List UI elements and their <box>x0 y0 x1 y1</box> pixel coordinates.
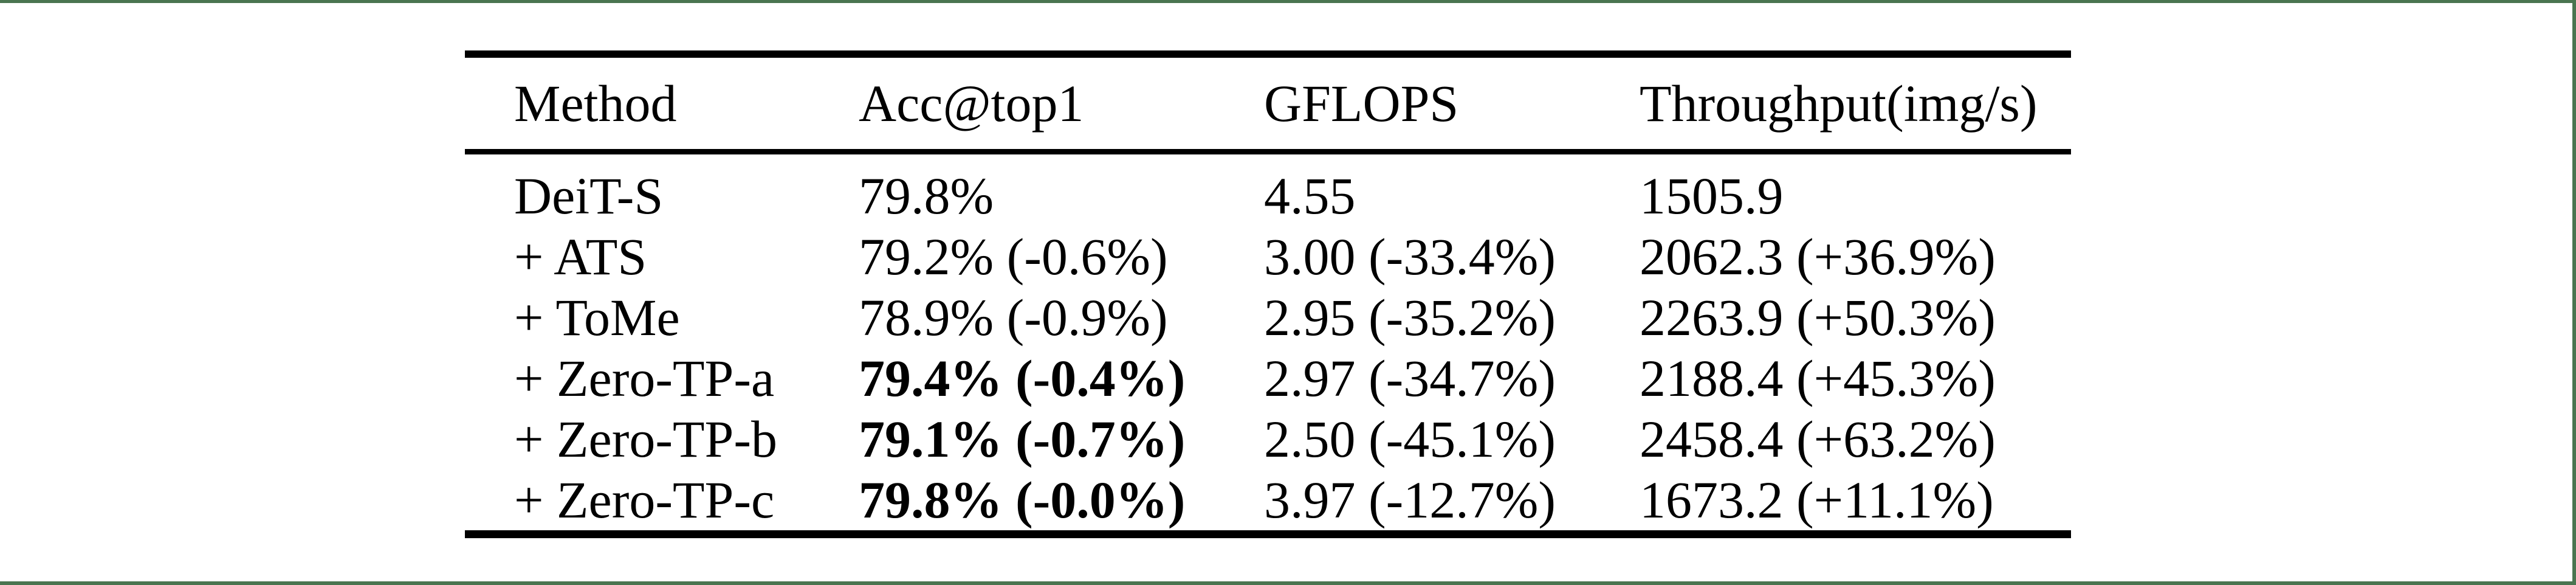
cell-acc: 79.8% <box>859 167 994 225</box>
cell-throughput: 2188.4 (+45.3%) <box>1640 349 1996 407</box>
table-top-rule <box>465 50 2071 58</box>
cell-acc: 78.9% (-0.9%) <box>859 288 1168 347</box>
cell-throughput: 2062.3 (+36.9%) <box>1640 227 1996 286</box>
table-body: DeiT-S 79.8% 4.55 1505.9 + ATS 79.2% (-0… <box>465 154 2071 530</box>
cell-acc: 79.1% (-0.7%) <box>859 410 1186 468</box>
table-header-separator-rule <box>465 149 2071 154</box>
column-header-gflops: GFLOPS <box>1264 74 1459 133</box>
table-row: + Zero-TP-a 79.4% (-0.4%) 2.97 (-34.7%) … <box>465 348 2071 409</box>
table-row: + ATS 79.2% (-0.6%) 3.00 (-33.4%) 2062.3… <box>465 226 2071 287</box>
cell-acc: 79.4% (-0.4%) <box>859 349 1186 407</box>
cell-gflops: 2.97 (-34.7%) <box>1264 349 1556 407</box>
cell-gflops: 3.00 (-33.4%) <box>1264 227 1556 286</box>
table-row: + Zero-TP-b 79.1% (-0.7%) 2.50 (-45.1%) … <box>465 409 2071 469</box>
cell-acc: 79.2% (-0.6%) <box>859 227 1168 286</box>
cell-acc: 79.8% (-0.0%) <box>859 471 1186 529</box>
cell-throughput: 1673.2 (+11.1%) <box>1640 471 1994 529</box>
cell-method: + Zero-TP-c <box>514 471 775 529</box>
table-header-row: Method Acc@top1 GFLOPS Throughput(img/s) <box>465 58 2071 149</box>
cell-gflops: 3.97 (-12.7%) <box>1264 471 1556 529</box>
cell-method: + ToMe <box>514 288 680 347</box>
cell-gflops: 4.55 <box>1264 167 1356 225</box>
column-header-throughput: Throughput(img/s) <box>1640 74 2038 133</box>
table-bottom-rule <box>465 530 2071 538</box>
cell-method: + Zero-TP-b <box>514 410 777 468</box>
cell-method: + ATS <box>514 227 647 286</box>
cell-method: + Zero-TP-a <box>514 349 775 407</box>
column-header-method: Method <box>514 74 677 133</box>
cell-gflops: 2.95 (-35.2%) <box>1264 288 1556 347</box>
table-row: + ToMe 78.9% (-0.9%) 2.95 (-35.2%) 2263.… <box>465 287 2071 348</box>
results-table: Method Acc@top1 GFLOPS Throughput(img/s)… <box>465 50 2071 538</box>
cell-throughput: 2263.9 (+50.3%) <box>1640 288 1996 347</box>
cell-gflops: 2.50 (-45.1%) <box>1264 410 1556 468</box>
table-row: DeiT-S 79.8% 4.55 1505.9 <box>465 165 2071 226</box>
table-row: + Zero-TP-c 79.8% (-0.0%) 3.97 (-12.7%) … <box>465 469 2071 530</box>
column-header-acc-top1: Acc@top1 <box>859 74 1084 133</box>
cell-throughput: 1505.9 <box>1640 167 1784 225</box>
cell-method: DeiT-S <box>514 167 664 225</box>
cell-throughput: 2458.4 (+63.2%) <box>1640 410 1996 468</box>
